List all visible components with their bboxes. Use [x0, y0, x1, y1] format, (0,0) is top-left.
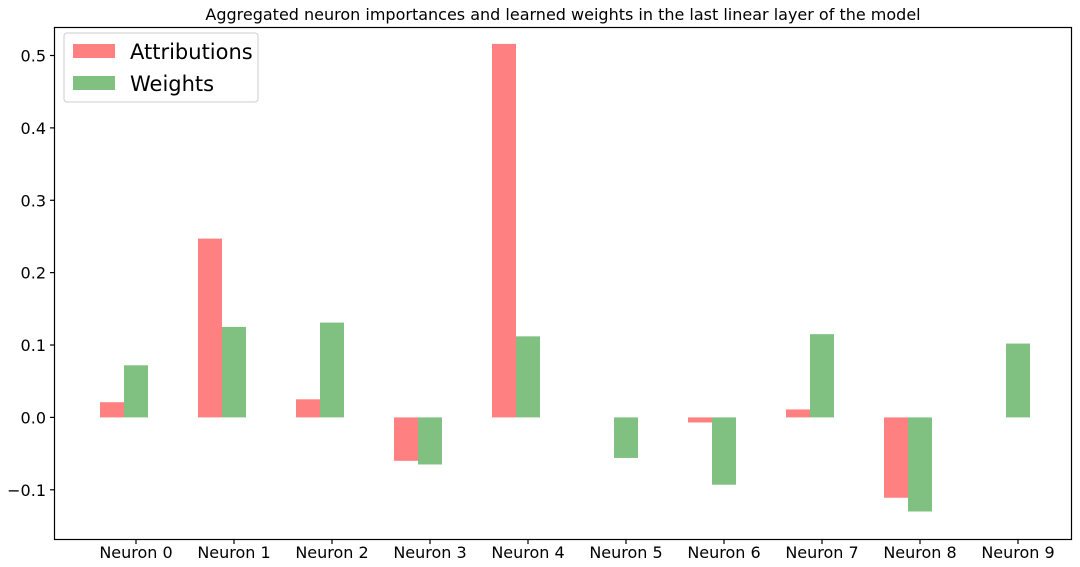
x-tick-label: Neuron 0 [99, 543, 172, 562]
y-tick-label: 0.0 [21, 408, 46, 427]
y-tick-label: −0.1 [7, 481, 46, 500]
x-tick-label: Neuron 6 [687, 543, 760, 562]
weight-bar-6 [712, 417, 736, 485]
weight-bar-0 [124, 365, 148, 418]
weight-bar-3 [418, 417, 442, 465]
weight-bar-5 [614, 417, 638, 458]
attribution-bar-2 [296, 399, 320, 418]
x-tick-label: Neuron 9 [981, 543, 1054, 562]
plot-frame [53, 26, 1073, 541]
x-tick-label: Neuron 8 [883, 543, 956, 562]
y-axis: −0.1 0.0 0.1 0.2 0.3 0.4 0.5 [7, 47, 55, 500]
bars-group [100, 43, 1030, 512]
weight-bar-2 [320, 322, 344, 418]
attribution-bar-3 [394, 417, 418, 461]
y-tick-label: 0.2 [21, 264, 46, 283]
x-axis: Neuron 0 Neuron 1 Neuron 2 Neuron 3 Neuron 4… [99, 539, 1055, 562]
y-tick-label: 0.5 [21, 47, 46, 66]
weight-bar-8 [908, 417, 932, 512]
chart-title: Aggregated neuron importances and learne… [205, 5, 920, 24]
x-tick-label: Neuron 2 [295, 543, 368, 562]
x-tick-label: Neuron 4 [491, 543, 564, 562]
legend: Attributions Weights [63, 32, 259, 103]
legend-label-weights: Weights [130, 72, 214, 96]
legend-swatch-attributions [73, 44, 115, 58]
weight-bar-7 [810, 334, 834, 418]
attribution-bar-1 [198, 238, 222, 418]
weight-bar-9 [1006, 343, 1030, 418]
weight-bar-1 [222, 326, 246, 418]
x-tick-label: Neuron 7 [785, 543, 858, 562]
attribution-bar-6 [688, 417, 712, 423]
attribution-bar-0 [100, 402, 124, 418]
attribution-bar-8 [884, 417, 908, 498]
x-tick-label: Neuron 3 [393, 543, 466, 562]
y-tick-label: 0.3 [21, 191, 46, 210]
legend-swatch-weights [73, 76, 115, 90]
legend-label-attributions: Attributions [130, 40, 253, 64]
x-tick-label: Neuron 1 [197, 543, 270, 562]
attribution-bar-7 [786, 409, 810, 418]
y-tick-label: 0.1 [21, 336, 46, 355]
attribution-bar-4 [492, 43, 516, 418]
y-tick-label: 0.4 [21, 119, 46, 138]
x-tick-label: Neuron 5 [589, 543, 662, 562]
weight-bar-4 [516, 336, 540, 418]
